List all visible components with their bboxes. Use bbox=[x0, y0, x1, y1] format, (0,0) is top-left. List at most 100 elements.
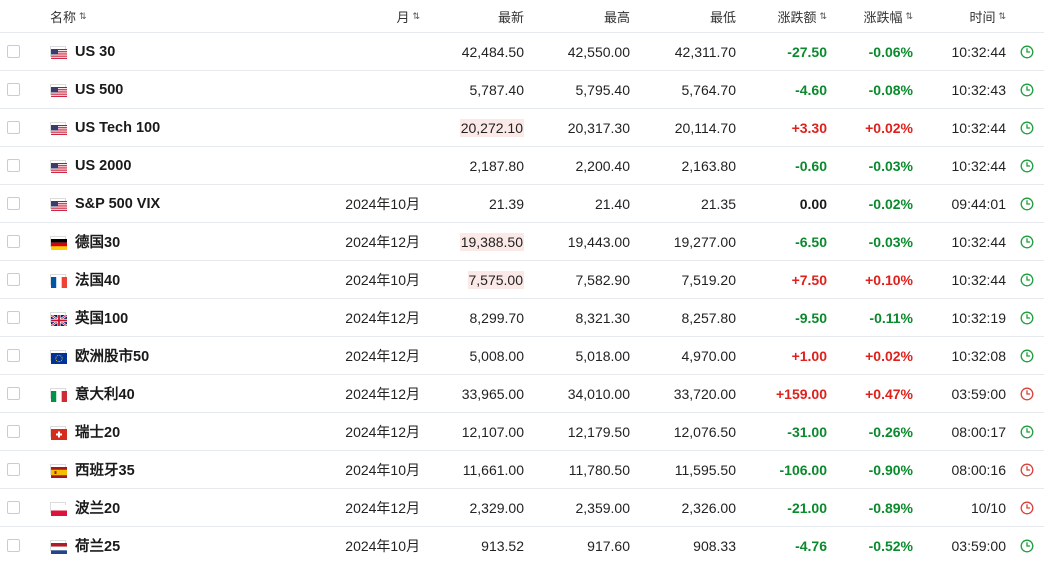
instrument-name-cell[interactable]: 德国30 bbox=[50, 223, 330, 260]
row-checkbox-cell bbox=[5, 33, 21, 70]
instrument-name-cell[interactable]: 瑞士20 bbox=[50, 413, 330, 450]
instrument-name-link[interactable]: US 500 bbox=[75, 81, 124, 98]
update-time: 08:00:16 bbox=[951, 461, 1007, 478]
header-change-pct[interactable]: 涨跌幅 ⇅ bbox=[863, 9, 913, 25]
instrument-name-link[interactable]: US Tech 100 bbox=[75, 119, 161, 136]
row-checkbox[interactable] bbox=[6, 425, 20, 438]
instrument-name-link[interactable]: 德国30 bbox=[75, 235, 121, 251]
instrument-name-link[interactable]: US 2000 bbox=[75, 157, 132, 174]
update-time: 10/10 bbox=[970, 499, 1006, 516]
row-checkbox[interactable] bbox=[6, 501, 20, 514]
instrument-name-cell[interactable]: US Tech 100 bbox=[50, 109, 330, 146]
instrument-name-cell[interactable]: 西班牙35 bbox=[50, 451, 330, 488]
sort-arrows-icon: ⇅ bbox=[998, 10, 1006, 21]
table-row[interactable]: S&P 500 VIX 2024年10月 21.39 21.40 21.35 0.00 -0… bbox=[0, 185, 1044, 223]
instrument-name-cell[interactable]: S&P 500 VIX bbox=[50, 185, 330, 222]
row-checkbox[interactable] bbox=[6, 235, 20, 248]
us-flag-icon bbox=[50, 122, 67, 136]
uk-flag-icon bbox=[50, 312, 68, 327]
table-row[interactable]: US Tech 100 20,272.10 20,317.30 20,114.70 +3… bbox=[0, 109, 1044, 147]
row-checkbox[interactable] bbox=[6, 45, 20, 58]
price-change-pct: -0.52% bbox=[868, 537, 913, 554]
table-row[interactable]: US 500 5,787.40 5,795.40 5,764.70 -4.60 -0.08… bbox=[0, 71, 1044, 109]
row-checkbox-cell bbox=[5, 261, 21, 298]
price-change: +1.00 bbox=[791, 347, 827, 364]
instrument-name-link[interactable]: 波兰20 bbox=[75, 501, 121, 517]
instrument-name-link[interactable]: 意大利40 bbox=[75, 387, 135, 403]
row-checkbox[interactable] bbox=[6, 349, 20, 362]
instrument-name-cell[interactable]: 波兰20 bbox=[50, 489, 330, 526]
table-row[interactable]: 瑞士20 2024年12月 12,107.00 12,179.50 12,076.50 -… bbox=[0, 413, 1044, 451]
header-name[interactable]: 名称 ⇅ bbox=[50, 9, 87, 25]
low-price: 20,114.70 bbox=[674, 119, 736, 136]
instrument-name-cell[interactable]: 荷兰25 bbox=[50, 527, 330, 564]
row-checkbox[interactable] bbox=[6, 387, 20, 400]
instrument-name-link[interactable]: 瑞士20 bbox=[75, 425, 121, 441]
us-flag-icon bbox=[50, 198, 67, 212]
update-time: 10:32:44 bbox=[951, 157, 1007, 174]
row-checkbox-cell bbox=[5, 451, 21, 488]
table-row[interactable]: 荷兰25 2024年10月 913.52 917.60 908.33 -4.76 -0.52… bbox=[0, 527, 1044, 564]
market-clock-icon bbox=[1018, 261, 1036, 298]
row-checkbox-cell bbox=[5, 299, 21, 336]
instrument-name-cell[interactable]: 英国100 bbox=[50, 299, 330, 336]
last-price: 2,329.00 bbox=[469, 499, 525, 516]
row-checkbox-cell bbox=[5, 375, 21, 412]
header-change[interactable]: 涨跌额 ⇅ bbox=[777, 9, 827, 25]
row-checkbox[interactable] bbox=[6, 159, 20, 172]
instrument-name-link[interactable]: S&P 500 VIX bbox=[75, 195, 161, 212]
header-month[interactable]: 月 ⇅ bbox=[396, 9, 420, 25]
table-row[interactable]: 德国30 2024年12月 19,388.50 19,443.00 19,277.00 -… bbox=[0, 223, 1044, 261]
instrument-name-link[interactable]: 法国40 bbox=[75, 273, 121, 289]
market-clock-icon bbox=[1018, 109, 1036, 146]
instrument-name-link[interactable]: 荷兰25 bbox=[75, 539, 121, 555]
row-checkbox-cell bbox=[5, 413, 21, 450]
row-checkbox[interactable] bbox=[6, 83, 20, 96]
table-row[interactable]: 意大利40 2024年12月 33,965.00 34,010.00 33,720.00… bbox=[0, 375, 1044, 413]
instrument-name-cell[interactable]: 欧洲股市50 bbox=[50, 337, 330, 374]
low-price: 19,277.00 bbox=[673, 233, 736, 250]
table-row[interactable]: US 30 42,484.50 42,550.00 42,311.70 -27.50 -0… bbox=[0, 33, 1044, 71]
price-change-pct: -0.90% bbox=[868, 461, 913, 478]
instrument-name-cell[interactable]: US 30 bbox=[50, 33, 330, 70]
row-checkbox[interactable] bbox=[6, 539, 20, 552]
market-clock-icon bbox=[1018, 375, 1036, 412]
italy-flag-icon bbox=[50, 388, 67, 402]
row-checkbox[interactable] bbox=[6, 273, 20, 286]
row-checkbox[interactable] bbox=[6, 311, 20, 324]
instrument-name-link[interactable]: 欧洲股市50 bbox=[75, 349, 150, 365]
row-checkbox-cell bbox=[5, 527, 21, 564]
market-clock-icon bbox=[1018, 337, 1036, 374]
table-row[interactable]: US 2000 2,187.80 2,200.40 2,163.80 -0.60 -0.0… bbox=[0, 147, 1044, 185]
instrument-name-cell[interactable]: US 2000 bbox=[50, 147, 330, 184]
high-price: 11,780.50 bbox=[568, 461, 630, 478]
price-change: -21.00 bbox=[787, 499, 827, 516]
table-row[interactable]: 英国100 2024年12月 8,299.70 8,321.30 8,257.80 -9.… bbox=[0, 299, 1044, 337]
last-price: 33,965.00 bbox=[461, 385, 524, 402]
table-row[interactable]: 欧洲股市50 2024年12月 5,008.00 5,018.00 4,970.00 +1… bbox=[0, 337, 1044, 375]
instrument-name-cell[interactable]: US 500 bbox=[50, 71, 330, 108]
row-checkbox[interactable] bbox=[6, 121, 20, 134]
instrument-name-cell[interactable]: 意大利40 bbox=[50, 375, 330, 412]
row-checkbox[interactable] bbox=[6, 463, 20, 476]
contract-month: 2024年12月 bbox=[345, 423, 420, 440]
last-price: 7,575.00 bbox=[467, 270, 524, 289]
last-price: 20,272.10 bbox=[459, 118, 524, 137]
instrument-name-link[interactable]: US 30 bbox=[75, 43, 116, 60]
low-price: 42,311.70 bbox=[674, 43, 736, 60]
table-row[interactable]: 西班牙35 2024年10月 11,661.00 11,780.50 11,595.50… bbox=[0, 451, 1044, 489]
instrument-name-link[interactable]: 英国100 bbox=[75, 311, 129, 327]
row-checkbox[interactable] bbox=[6, 197, 20, 210]
table-row[interactable]: 波兰20 2024年12月 2,329.00 2,359.00 2,326.00 -21.… bbox=[0, 489, 1044, 527]
instrument-name-cell[interactable]: 法国40 bbox=[50, 261, 330, 298]
us-flag-icon bbox=[50, 46, 67, 60]
market-clock-icon bbox=[1018, 413, 1036, 450]
instrument-name-link[interactable]: 西班牙35 bbox=[75, 463, 135, 479]
contract-month bbox=[300, 147, 420, 184]
low-price: 12,076.50 bbox=[673, 423, 736, 440]
market-clock-icon bbox=[1018, 71, 1036, 108]
header-last: 最新 bbox=[497, 9, 524, 25]
price-change-pct: +0.02% bbox=[865, 119, 913, 136]
header-time[interactable]: 时间 ⇅ bbox=[969, 9, 1006, 25]
table-row[interactable]: 法国40 2024年10月 7,575.00 7,582.90 7,519.20 +7.5… bbox=[0, 261, 1044, 299]
